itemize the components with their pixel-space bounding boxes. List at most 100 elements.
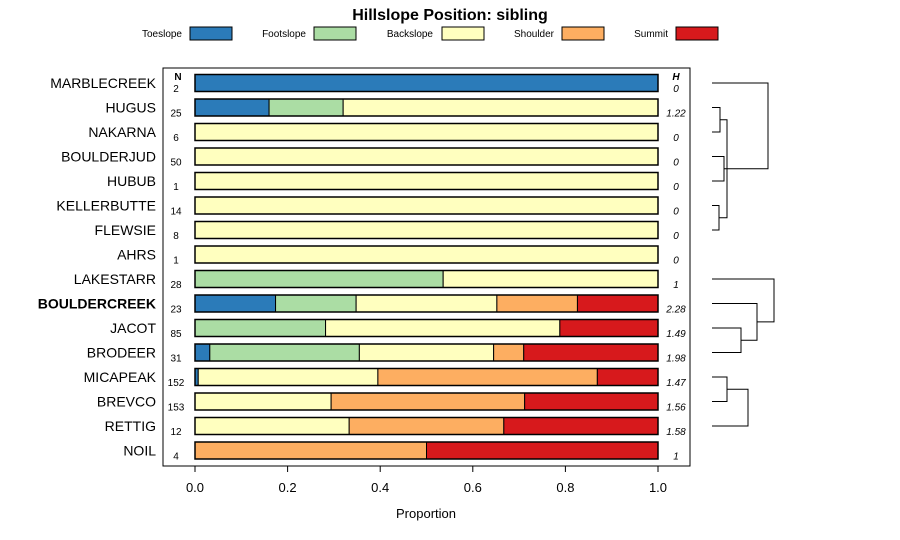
bar-segment-backslope [194, 245, 659, 264]
dendrogram-branch [712, 107, 721, 133]
bar-outline [194, 98, 659, 117]
bar-segment-shoulder [194, 441, 427, 460]
bar-segment-summit [576, 294, 659, 313]
bar-row: KELLERBUTTE 14 0 [56, 196, 679, 218]
dendrogram-branch [712, 156, 725, 182]
bar-outline [194, 73, 659, 93]
legend-swatch-toeslope [189, 26, 233, 41]
n-value: 25 [170, 109, 182, 120]
bar-segment-summit [503, 417, 659, 435]
row-label: BREVCO [97, 394, 156, 410]
bar-row: MARBLECREEK 2 0 [50, 73, 679, 95]
row-label: MICAPEAK [84, 369, 157, 385]
h-value: 1.58 [666, 427, 686, 438]
n-value: 12 [170, 427, 182, 438]
h-value: 1 [673, 452, 679, 463]
bar-outline [194, 196, 659, 215]
bar-segment-backslope [325, 319, 561, 337]
n-value: 6 [173, 133, 179, 144]
n-value: 14 [170, 207, 182, 218]
dendrogram-branch [712, 376, 728, 402]
dendrogram-branch [712, 388, 749, 427]
bar-row: FLEWSIE 8 0 [95, 220, 679, 242]
bar-outline [194, 220, 659, 240]
n-value: 50 [170, 158, 182, 169]
x-tick-label: 0.6 [464, 480, 482, 495]
row-label: JACOT [110, 320, 156, 336]
bar-segment-backslope [194, 417, 350, 435]
bar-segment-backslope [355, 294, 498, 313]
bar-segment-shoulder [377, 368, 598, 386]
dendrogram-branch [712, 205, 720, 231]
row-label: BRODEER [87, 345, 156, 361]
n-value: 8 [173, 231, 179, 242]
bar-row: LAKESTARR 28 1 [74, 269, 679, 291]
bar-outline [194, 147, 659, 166]
bar-outline [194, 441, 659, 460]
h-value: 1.22 [666, 109, 686, 120]
x-axis-title: Proportion [396, 506, 456, 521]
dendrogram-branch [712, 82, 769, 170]
bar-segment-backslope [194, 147, 659, 166]
n-value: 2 [173, 84, 179, 95]
bar-segment-footslope [268, 98, 344, 117]
bar-outline [194, 171, 659, 191]
row-label: NOIL [123, 443, 156, 459]
bar-segment-shoulder [496, 294, 578, 313]
bar-row: AHRS 1 0 [117, 245, 679, 267]
bar-segment-backslope [358, 343, 495, 362]
row-label: RETTIG [105, 418, 156, 434]
x-tick-label: 0.0 [186, 480, 204, 495]
bar-row: MICAPEAK 152 1.47 [84, 367, 686, 389]
h-value: 1.47 [666, 378, 686, 389]
bar-segment-toeslope [194, 343, 211, 362]
plot-frame [162, 67, 691, 467]
bar-segment-shoulder [493, 343, 525, 362]
bar-outline [194, 294, 659, 313]
legend-swatch-shoulder [561, 26, 605, 41]
dendrogram-branch [712, 278, 775, 323]
h-value: 1.56 [666, 403, 686, 414]
bar-outline [194, 122, 659, 142]
x-tick-label: 0.2 [279, 480, 297, 495]
row-label: BOULDERJUD [61, 149, 156, 165]
h-value: 0 [673, 256, 679, 267]
h-value: 0 [673, 207, 679, 218]
n-value: 31 [170, 354, 182, 365]
h-value: 0 [673, 231, 679, 242]
bar-row: JACOT 85 1.49 [110, 318, 686, 340]
bar-outline [194, 416, 659, 436]
bar-segment-toeslope [194, 294, 277, 313]
n-column-header: N [174, 72, 181, 83]
n-value: 1 [173, 182, 179, 193]
n-value: 23 [170, 305, 182, 316]
x-tick-label: 0.8 [556, 480, 574, 495]
legend-label-summit: Summit [634, 29, 668, 40]
bar-row: BREVCO 153 1.56 [97, 392, 686, 414]
bar-segment-shoulder [348, 417, 505, 435]
bar-segment-backslope [194, 172, 659, 190]
bar-segment-footslope [194, 319, 327, 337]
row-label: NAKARNA [88, 124, 156, 140]
bar-segment-summit [524, 392, 659, 411]
bar-row: NAKARNA 6 0 [88, 122, 679, 144]
row-label: KELLERBUTTE [56, 198, 156, 214]
row-label: BOULDERCREEK [38, 296, 156, 312]
bar-row: BRODEER 31 1.98 [87, 343, 686, 365]
bar-segment-summit [559, 319, 659, 337]
bar-row: NOIL 4 1 [123, 441, 679, 463]
legend-label-shoulder: Shoulder [514, 29, 555, 40]
bar-segment-summit [596, 368, 659, 386]
h-value: 0 [673, 158, 679, 169]
row-label: LAKESTARR [74, 271, 156, 287]
bar-segment-shoulder [330, 392, 526, 411]
bar-outline [194, 318, 659, 338]
dendrogram-branch [712, 327, 742, 353]
h-value: 1 [673, 280, 679, 291]
bar-segment-backslope [342, 98, 659, 117]
bar-row: RETTIG 12 1.58 [105, 416, 686, 438]
bar-segment-backslope [197, 368, 379, 386]
bar-row: BOULDERJUD 50 0 [61, 147, 679, 169]
legend-label-footslope: Footslope [262, 29, 306, 40]
